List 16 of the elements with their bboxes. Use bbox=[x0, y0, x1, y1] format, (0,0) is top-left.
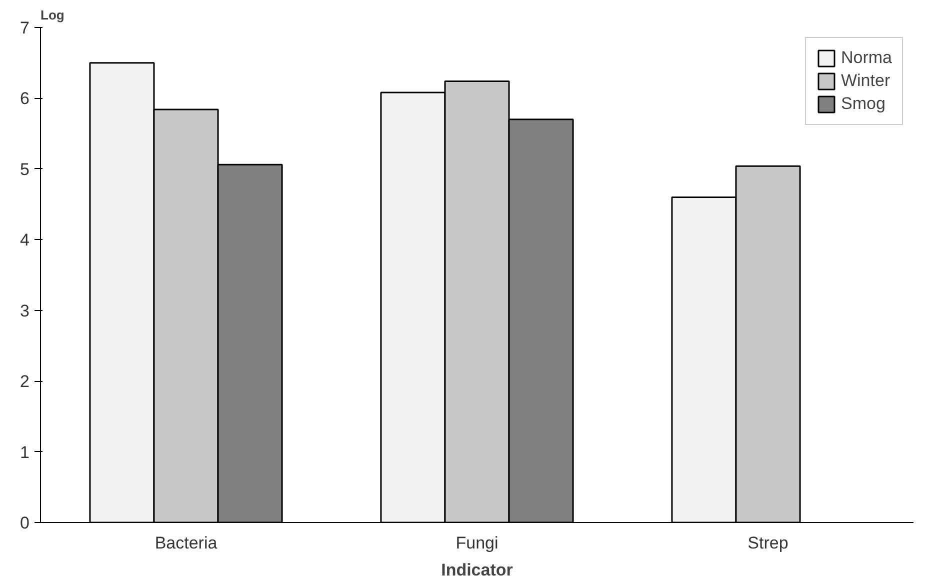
y-tick-label: 2 bbox=[20, 372, 30, 392]
y-tick-label: 4 bbox=[20, 230, 30, 250]
legend-label: Norma bbox=[840, 48, 892, 68]
x-tick-label: Bacteria bbox=[154, 534, 218, 552]
y-tick-label: 1 bbox=[20, 442, 30, 462]
legend-label: Smog bbox=[840, 94, 886, 114]
y-axis-title: Log bbox=[40, 8, 64, 22]
x-axis-title: Indicator bbox=[441, 560, 514, 580]
legend-label: Winter bbox=[840, 71, 890, 91]
x-tick-label: Strep bbox=[748, 534, 788, 552]
y-tick-label: 5 bbox=[20, 160, 30, 179]
y-tick-label: 7 bbox=[20, 18, 30, 38]
x-tick-label: Fungi bbox=[456, 534, 498, 552]
y-tick-label: 0 bbox=[20, 514, 30, 532]
y-tick-label: 6 bbox=[20, 89, 30, 108]
y-tick-label: 3 bbox=[20, 301, 30, 320]
